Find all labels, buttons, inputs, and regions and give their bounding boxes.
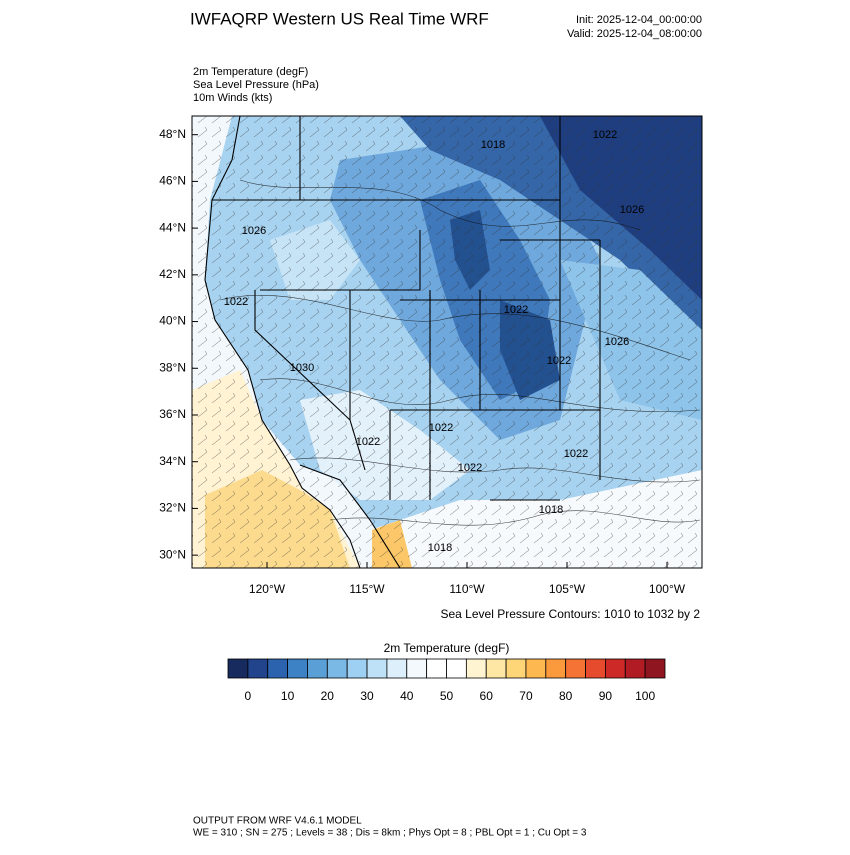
colorbar-tick-label: 60 — [480, 689, 494, 703]
colorbar-box — [525, 658, 547, 679]
contour-note: Sea Level Pressure Contours: 1010 to 103… — [441, 607, 701, 621]
title: IWFAQRP Western US Real Time WRF — [190, 9, 489, 28]
y-tick-label: 44°N — [159, 220, 186, 234]
colorbar-box — [426, 658, 447, 679]
y-tick-label: 32°N — [159, 501, 186, 515]
x-tick-label: 115°W — [349, 582, 385, 596]
y-tick-label: 48°N — [159, 127, 186, 141]
field-label: Sea Level Pressure (hPa) — [193, 79, 319, 91]
contour-label: 1022 — [458, 462, 482, 474]
colorbar-box — [565, 658, 586, 679]
contour-label: 1030 — [290, 362, 314, 374]
colorbar-box — [605, 658, 626, 679]
colorbar-box — [247, 658, 269, 679]
contour-label: 1022 — [224, 296, 248, 308]
y-tick-label: 42°N — [159, 267, 186, 281]
colorbar-box — [227, 658, 249, 679]
field-label: 2m Temperature (degF) — [193, 66, 308, 78]
colorbar-box — [346, 658, 368, 679]
map-field — [192, 116, 702, 568]
contour-label: 1022 — [429, 422, 453, 434]
colorbar-tick-label: 50 — [440, 689, 454, 703]
colorbar-box — [624, 658, 646, 679]
colorbar-tick-label: 100 — [635, 689, 655, 703]
contour-label: 1022 — [504, 304, 528, 316]
init-time: Init: 2025-12-04_00:00:00 — [576, 14, 702, 26]
colorbar-box — [465, 658, 487, 679]
y-tick-label: 38°N — [159, 360, 186, 374]
x-tick-label: 100°W — [649, 582, 686, 596]
map-frame — [191, 115, 703, 569]
colorbar-box — [505, 658, 527, 679]
colorbar-title: 2m Temperature (degF) — [384, 641, 510, 655]
colorbar-tick-label: 20 — [321, 689, 335, 703]
contour-label: 1018 — [539, 504, 563, 516]
field-label: 10m Winds (kts) — [193, 92, 272, 104]
footer-line: OUTPUT FROM WRF V4.6.1 MODEL — [193, 816, 362, 827]
contour-label: 1018 — [481, 139, 505, 151]
colorbar-box — [446, 658, 467, 679]
y-tick-label: 30°N — [159, 547, 186, 561]
contour-label: 1022 — [564, 448, 588, 460]
colorbar-box — [545, 658, 567, 679]
contour-label: 1026 — [242, 225, 266, 237]
colorbar-box — [267, 658, 288, 679]
contour-label: 1018 — [428, 542, 452, 554]
colorbar-box — [485, 658, 507, 679]
footer-line: WE = 310 ; SN = 275 ; Levels = 38 ; Dis … — [193, 828, 587, 839]
x-tick-label: 105°W — [549, 582, 586, 596]
colorbar-box — [326, 658, 348, 679]
colorbar-box — [585, 658, 606, 679]
colorbar-tick-label: 10 — [281, 689, 295, 703]
contour-label: 1026 — [620, 204, 644, 216]
colorbar-box — [644, 658, 666, 679]
contour-label: 1022 — [593, 129, 617, 141]
y-tick-label: 34°N — [159, 454, 186, 468]
colorbar-tick-label: 30 — [360, 689, 374, 703]
x-tick-label: 120°W — [249, 582, 286, 596]
contour-label: 1022 — [356, 436, 380, 448]
colorbar-tick-label: 80 — [559, 689, 573, 703]
colorbar-tick-label: 70 — [519, 689, 533, 703]
y-tick-label: 36°N — [159, 407, 186, 421]
colorbar-tick-label: 90 — [599, 689, 613, 703]
colorbar-box — [307, 658, 328, 679]
y-tick-label: 40°N — [159, 314, 186, 328]
colorbar-box — [366, 658, 388, 679]
y-tick-label: 46°N — [159, 174, 186, 188]
contour-label: 1026 — [605, 336, 629, 348]
colorbar-tick-label: 40 — [400, 689, 414, 703]
contour-label: 1022 — [547, 355, 571, 367]
x-tick-label: 110°W — [449, 582, 485, 596]
colorbar-box — [406, 658, 428, 679]
colorbar-tick-label: 0 — [245, 689, 252, 703]
colorbar-box — [386, 658, 408, 679]
colorbar-box — [287, 658, 308, 679]
valid-time: Valid: 2025-12-04_08:00:00 — [567, 28, 702, 40]
